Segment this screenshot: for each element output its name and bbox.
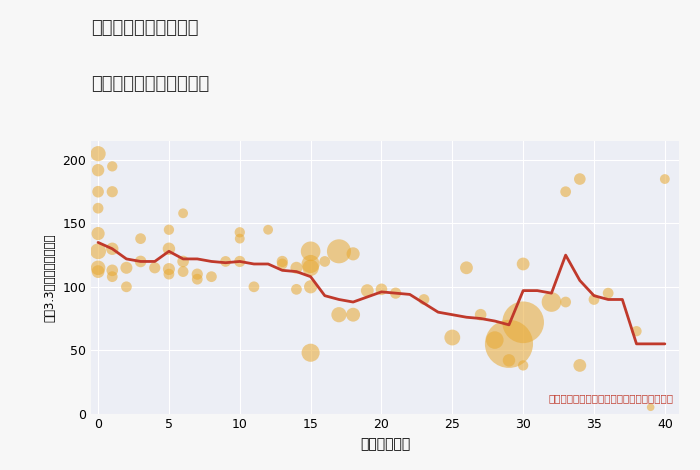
Point — [92, 264, 104, 272]
Point — [106, 188, 118, 196]
Point — [135, 235, 146, 243]
Point — [546, 298, 557, 306]
Point — [290, 264, 302, 272]
Point — [163, 270, 174, 278]
Point — [276, 258, 288, 265]
Point — [178, 210, 189, 217]
Point — [305, 260, 316, 268]
Point — [305, 349, 316, 357]
Point — [517, 260, 528, 268]
Point — [390, 290, 401, 297]
Y-axis label: 坪（3.3㎡）単価（万円）: 坪（3.3㎡）単価（万円） — [43, 233, 57, 321]
Point — [305, 248, 316, 255]
Point — [333, 248, 344, 255]
Point — [489, 337, 500, 344]
Point — [645, 404, 657, 411]
Point — [574, 175, 585, 183]
Point — [135, 258, 146, 265]
Point — [333, 311, 344, 319]
Point — [517, 319, 528, 326]
Point — [503, 357, 514, 364]
Point — [305, 264, 316, 272]
Point — [92, 204, 104, 212]
Point — [248, 283, 260, 290]
Point — [461, 264, 472, 272]
Point — [560, 298, 571, 306]
Point — [163, 245, 174, 252]
Point — [92, 248, 104, 255]
Point — [447, 334, 458, 341]
Point — [206, 273, 217, 281]
Point — [106, 273, 118, 281]
Point — [220, 258, 231, 265]
Point — [659, 175, 671, 183]
Point — [106, 245, 118, 252]
Text: 築年数別中古戸建て価格: 築年数別中古戸建て価格 — [91, 75, 209, 93]
Point — [106, 266, 118, 274]
Point — [262, 226, 274, 234]
Point — [319, 258, 330, 265]
Point — [106, 163, 118, 170]
Point — [163, 226, 174, 234]
Point — [276, 260, 288, 268]
Point — [163, 265, 174, 273]
Point — [92, 150, 104, 157]
Point — [419, 296, 430, 303]
Point — [475, 311, 486, 319]
Point — [192, 275, 203, 283]
Point — [178, 258, 189, 265]
Point — [234, 228, 246, 236]
Point — [149, 264, 160, 272]
Point — [347, 250, 358, 258]
Point — [178, 268, 189, 275]
Point — [92, 230, 104, 237]
Point — [376, 286, 387, 293]
Point — [347, 311, 358, 319]
X-axis label: 築年数（年）: 築年数（年） — [360, 437, 410, 451]
Point — [517, 361, 528, 369]
Point — [574, 361, 585, 369]
Point — [503, 340, 514, 348]
Point — [589, 296, 600, 303]
Text: 円の大きさは、取引のあった物件面積を示す: 円の大きさは、取引のあった物件面積を示す — [548, 393, 673, 403]
Point — [560, 188, 571, 196]
Point — [603, 290, 614, 297]
Point — [234, 235, 246, 243]
Point — [92, 188, 104, 196]
Point — [362, 287, 373, 294]
Point — [121, 283, 132, 290]
Point — [290, 286, 302, 293]
Point — [305, 283, 316, 290]
Point — [631, 328, 642, 335]
Point — [92, 268, 104, 275]
Text: 兵庫県西宮市上大市の: 兵庫県西宮市上大市の — [91, 19, 199, 37]
Point — [192, 270, 203, 278]
Point — [92, 166, 104, 174]
Point — [121, 264, 132, 272]
Point — [234, 258, 246, 265]
